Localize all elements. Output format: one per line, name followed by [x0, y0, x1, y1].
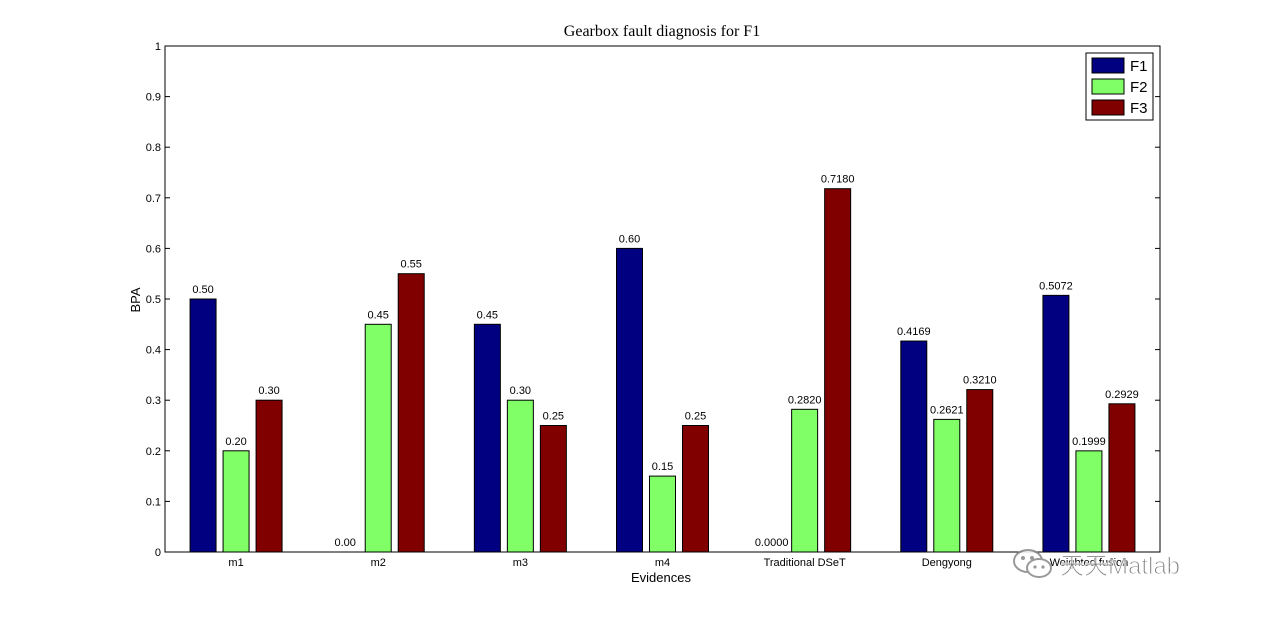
legend-label: F3 [1130, 100, 1148, 117]
data-label: 0.45 [477, 309, 498, 321]
y-tick-label: 0.3 [146, 395, 161, 407]
data-label: 0.2929 [1105, 389, 1139, 401]
data-label: 0.55 [401, 259, 422, 271]
bar-f3 [255, 399, 283, 553]
y-axis-label: BPA [128, 287, 143, 312]
bar-f2 [364, 323, 392, 553]
legend: F1 F2 F3 [1085, 52, 1154, 121]
y-tick-label: 1 [155, 41, 161, 53]
data-label: 0.25 [543, 411, 564, 423]
bar-f3 [682, 425, 709, 553]
bar-f3 [539, 425, 567, 553]
bar-f2 [791, 408, 819, 553]
bar-f1 [900, 340, 928, 553]
y-tick-label: 0.4 [146, 345, 161, 357]
bar-f3 [824, 188, 852, 553]
data-label: 0.30 [510, 385, 531, 397]
data-label: 0.45 [368, 309, 389, 321]
legend-swatch-f2 [1091, 78, 1125, 95]
data-label: 0.0000 [755, 537, 789, 549]
data-label: 0.15 [652, 461, 673, 473]
chart-title: Gearbox fault diagnosis for F1 [564, 23, 760, 40]
legend-label: F1 [1130, 58, 1148, 75]
x-tick-label: m4 [655, 557, 670, 569]
bar-f3 [397, 273, 425, 553]
data-label: 0.2820 [788, 394, 822, 406]
bar-f2 [933, 418, 961, 553]
data-label: 0.4169 [897, 326, 931, 338]
data-label: 0.20 [225, 436, 246, 448]
bar-f2 [222, 450, 250, 553]
x-tick-label: m3 [513, 557, 528, 569]
bar-f2 [1075, 450, 1103, 553]
x-tick-label: Weighted fusion [1050, 557, 1129, 569]
data-label: 0.00 [335, 537, 356, 549]
data-label: 0.60 [619, 233, 640, 245]
x-axis-label: Evidences [631, 570, 691, 585]
data-label: 0.5072 [1039, 280, 1073, 292]
data-label: 0.1999 [1072, 436, 1106, 448]
y-tick-label: 0.1 [146, 496, 161, 508]
x-tick-label: m2 [371, 557, 386, 569]
y-tick-label: 0 [155, 547, 161, 559]
x-tick-label: Traditional DSeT [764, 557, 846, 569]
legend-swatch-f3 [1091, 99, 1125, 116]
bar-f1 [1042, 294, 1070, 553]
data-label: 0.7180 [821, 174, 855, 186]
bar-f1 [616, 247, 643, 553]
data-label: 0.2621 [930, 404, 964, 416]
y-tick-label: 0.2 [146, 446, 161, 458]
y-tick-label: 0.7 [146, 193, 161, 205]
bar-f3 [1108, 403, 1136, 553]
data-label: 0.25 [685, 411, 706, 423]
x-tick-label: Dengyong [922, 557, 972, 569]
watermark-text: 天天Matlab [1059, 553, 1181, 581]
x-tick-label: m1 [228, 557, 243, 569]
bar-f1 [473, 323, 501, 553]
watermark: 天天Matlab [1012, 546, 1181, 581]
legend-label: F2 [1130, 79, 1148, 96]
bar-f2 [649, 475, 676, 553]
y-tick-label: 0.9 [146, 92, 161, 104]
wechat-icon [1013, 548, 1052, 578]
data-label: 0.30 [258, 385, 279, 397]
y-tick-label: 0.5 [146, 294, 161, 306]
bar-f2 [506, 399, 534, 553]
bar-f1 [189, 298, 217, 553]
data-label: 0.50 [192, 284, 213, 296]
legend-swatch-f1 [1091, 57, 1125, 74]
data-label: 0.3210 [963, 375, 997, 387]
bar-f3 [966, 389, 994, 553]
y-tick-label: 0.6 [146, 243, 161, 255]
y-tick-label: 0.8 [146, 142, 161, 154]
